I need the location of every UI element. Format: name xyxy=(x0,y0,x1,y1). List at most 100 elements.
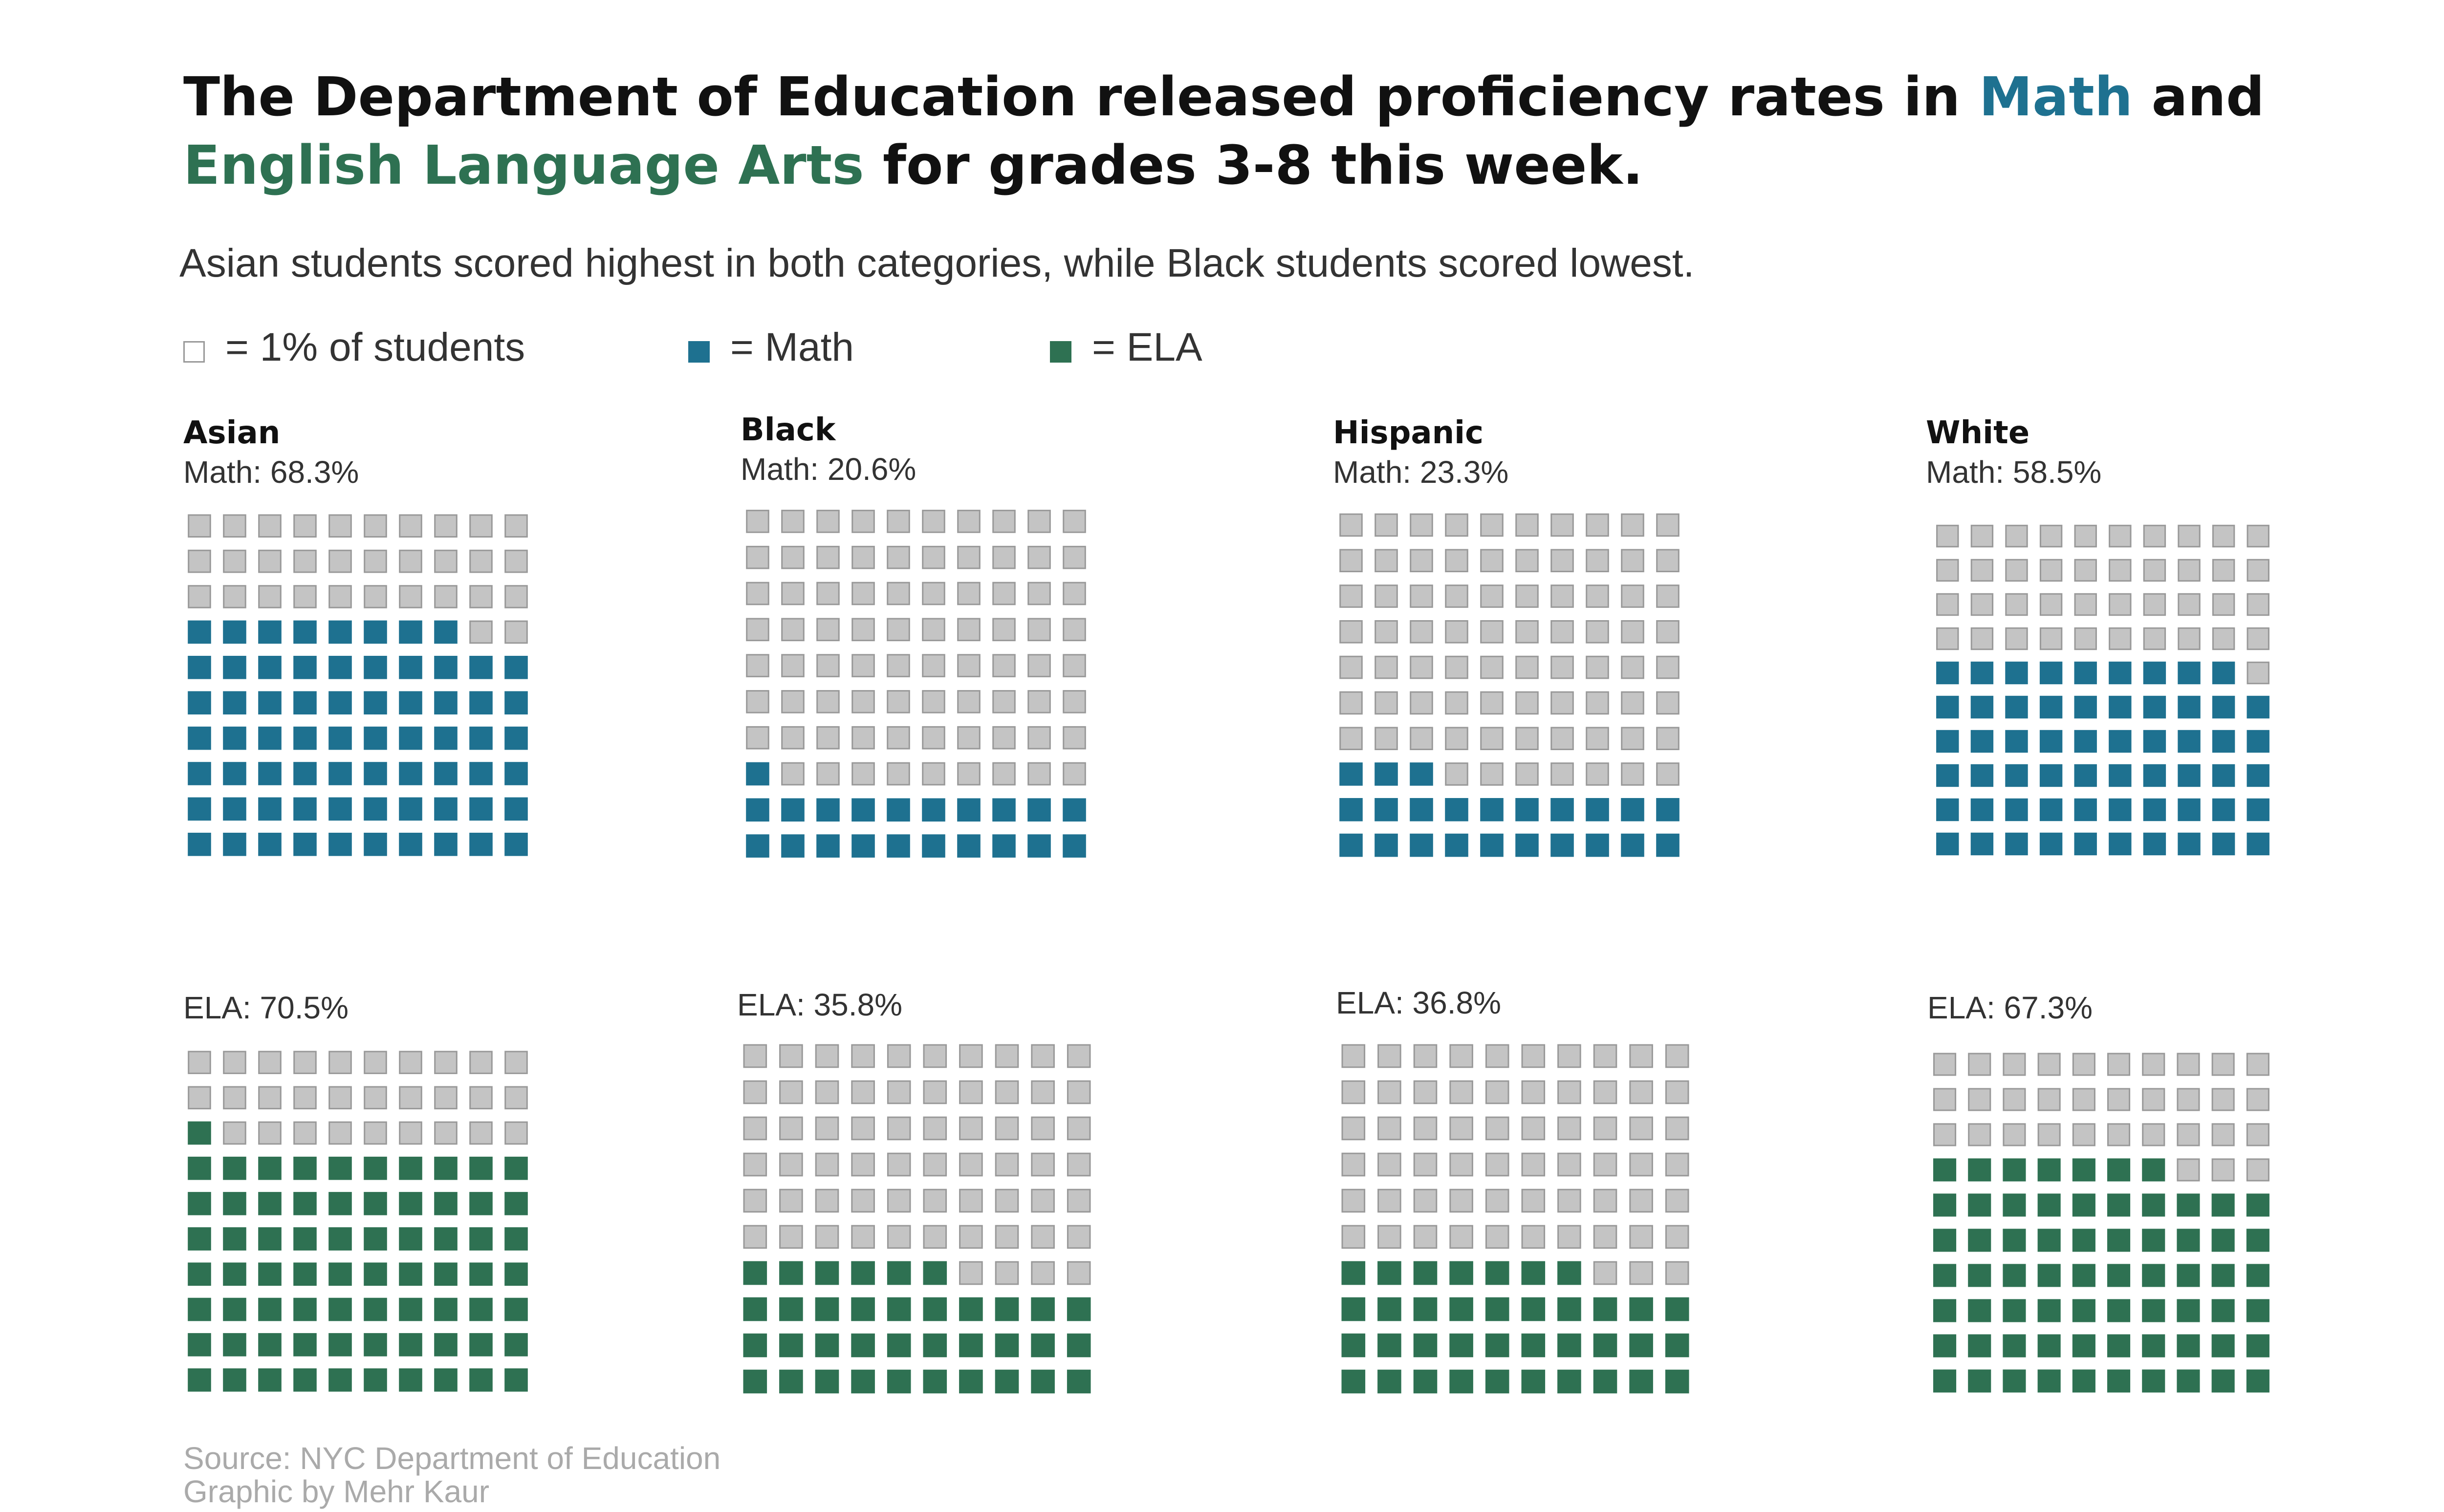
waffle-cell-black-math-58 xyxy=(992,654,1016,677)
waffle-cell-hispanic-math-35 xyxy=(1480,727,1504,750)
waffle-cell-black-math-7 xyxy=(957,834,981,858)
waffle-cell-hispanic-ela-88 xyxy=(1593,1080,1617,1104)
waffle-cell-asian-math-59 xyxy=(469,656,493,679)
waffle-cell-black-math-11 xyxy=(746,798,769,822)
waffle-cell-asian-math-45 xyxy=(328,691,352,714)
waffle-cell-hispanic-ela-63 xyxy=(1413,1152,1438,1177)
waffle-cell-asian-math-80 xyxy=(504,585,528,608)
waffle-cell-black-math-68 xyxy=(992,618,1016,642)
waffle-cell-white-ela-25 xyxy=(2072,1299,2095,1322)
waffle-cell-asian-math-32 xyxy=(223,726,246,750)
waffle-cell-hispanic-ela-35 xyxy=(1485,1261,1509,1285)
ela-label-asian: ELA: 70.5% xyxy=(183,990,349,1025)
waffle-cell-white-math-61 xyxy=(1936,627,1959,650)
waffle-cell-white-ela-61 xyxy=(1933,1158,1957,1182)
waffle-cell-hispanic-math-66 xyxy=(1515,620,1539,644)
waffle-cell-white-math-37 xyxy=(2143,730,2166,753)
waffle-cell-hispanic-math-21 xyxy=(1339,762,1363,786)
waffle-cell-asian-math-62 xyxy=(223,620,246,644)
waffle-cell-black-ela-16 xyxy=(923,1333,947,1358)
waffle-cell-hispanic-math-61 xyxy=(1339,620,1363,644)
waffle-cell-white-math-3 xyxy=(2005,832,2028,856)
waffle-cell-black-math-63 xyxy=(816,618,840,642)
waffle-cell-black-ela-44 xyxy=(851,1225,875,1249)
waffle-cell-black-math-13 xyxy=(816,798,840,822)
waffle-cell-white-ela-52 xyxy=(1968,1193,1991,1217)
waffle-cell-asian-math-76 xyxy=(364,585,387,608)
waffle-cell-asian-ela-14 xyxy=(293,1333,317,1357)
waffle-cell-hispanic-math-98 xyxy=(1586,513,1609,537)
waffle-cell-black-math-56 xyxy=(922,654,945,677)
waffle-cell-asian-ela-17 xyxy=(399,1333,422,1357)
waffle-cell-white-math-98 xyxy=(2178,524,2201,548)
waffle-cell-hispanic-math-69 xyxy=(1621,620,1644,644)
waffle-cell-white-ela-90 xyxy=(2246,1088,2269,1111)
waffle-cell-black-math-49 xyxy=(1027,690,1051,713)
waffle-cell-black-math-71 xyxy=(746,582,769,605)
waffle-cell-black-math-57 xyxy=(957,654,981,677)
waffle-cell-asian-ela-27 xyxy=(399,1297,422,1321)
panel-white-math-head: White Math: 58.5% xyxy=(1926,413,2101,492)
waffle-cell-black-math-82 xyxy=(781,545,805,569)
waffle-cell-white-ela-99 xyxy=(2211,1053,2235,1076)
waffle-cell-black-math-14 xyxy=(851,798,875,822)
waffle-cell-black-ela-28 xyxy=(995,1297,1019,1321)
waffle-cell-asian-math-93 xyxy=(258,514,282,538)
waffle-cell-asian-math-11 xyxy=(188,797,211,821)
waffle-cell-white-math-51 xyxy=(1936,661,1959,685)
waffle-cell-asian-ela-37 xyxy=(399,1262,422,1286)
waffle-cell-asian-ela-21 xyxy=(188,1297,211,1321)
waffle-cell-white-ela-26 xyxy=(2107,1299,2131,1322)
waffle-cell-white-ela-5 xyxy=(2072,1369,2095,1393)
waffle-cell-hispanic-ela-81 xyxy=(1341,1080,1366,1104)
waffle-cell-hispanic-math-15 xyxy=(1480,798,1504,821)
waffle-cell-hispanic-ela-82 xyxy=(1377,1080,1401,1104)
waffle-cell-hispanic-math-70 xyxy=(1656,620,1680,644)
legend-math-swatch xyxy=(688,341,710,363)
waffle-cell-white-math-20 xyxy=(2247,798,2269,821)
waffle-cell-hispanic-math-44 xyxy=(1445,691,1468,715)
waffle-cell-white-ela-55 xyxy=(2072,1193,2095,1217)
waffle-cell-black-math-24 xyxy=(851,762,875,786)
waffle-cell-asian-math-43 xyxy=(258,691,282,714)
waffle-cell-hispanic-math-8 xyxy=(1586,833,1609,857)
waffle-cell-hispanic-ela-6 xyxy=(1521,1369,1546,1394)
panel-asian-math-head: Asian Math: 68.3% xyxy=(183,413,359,492)
waffle-cell-hispanic-math-92 xyxy=(1375,513,1398,537)
waffle-cell-asian-math-56 xyxy=(364,656,387,679)
waffle-cell-white-ela-42 xyxy=(1968,1229,1991,1252)
waffle-cell-white-math-46 xyxy=(2109,695,2132,719)
waffle-cell-asian-math-30 xyxy=(504,762,528,785)
waffle-cell-white-math-27 xyxy=(2143,764,2166,787)
waffle-cell-asian-ela-9 xyxy=(469,1368,493,1392)
waffle-cell-asian-math-71 xyxy=(188,585,211,608)
waffle-asian-ela xyxy=(188,1051,528,1392)
waffle-cell-black-math-47 xyxy=(957,690,981,713)
credit-text: Graphic by Mehr Kaur xyxy=(183,1474,490,1509)
math-label-black: Math: 20.6% xyxy=(741,452,916,487)
waffle-cell-black-math-42 xyxy=(781,690,805,713)
waffle-cell-white-math-30 xyxy=(2247,764,2269,787)
waffle-cell-asian-ela-93 xyxy=(258,1051,282,1074)
waffle-cell-black-ela-2 xyxy=(779,1369,803,1394)
waffle-cell-hispanic-math-37 xyxy=(1550,727,1574,750)
waffle-cell-white-ela-59 xyxy=(2211,1193,2235,1217)
waffle-cell-hispanic-ela-32 xyxy=(1377,1261,1401,1285)
waffle-cell-white-math-78 xyxy=(2178,593,2201,616)
waffle-cell-white-ela-78 xyxy=(2177,1123,2200,1146)
waffle-cell-white-ela-4 xyxy=(2037,1369,2061,1393)
waffle-cell-white-ela-69 xyxy=(2211,1158,2235,1182)
waffle-cell-black-math-50 xyxy=(1063,690,1086,713)
waffle-cell-white-math-88 xyxy=(2178,559,2201,582)
waffle-cell-asian-ela-100 xyxy=(504,1051,528,1074)
waffle-cell-black-math-5 xyxy=(887,834,910,858)
group-name-black: Black xyxy=(741,412,836,448)
waffle-cell-asian-math-86 xyxy=(364,549,387,573)
waffle-cell-black-ela-54 xyxy=(851,1188,875,1213)
waffle-cell-black-math-41 xyxy=(746,690,769,713)
waffle-cell-asian-ela-50 xyxy=(504,1227,528,1251)
waffle-cell-black-math-95 xyxy=(887,510,910,533)
waffle-cell-white-math-41 xyxy=(1936,695,1959,719)
waffle-cell-white-ela-91 xyxy=(1933,1053,1957,1076)
waffle-cell-asian-ela-18 xyxy=(434,1333,458,1357)
